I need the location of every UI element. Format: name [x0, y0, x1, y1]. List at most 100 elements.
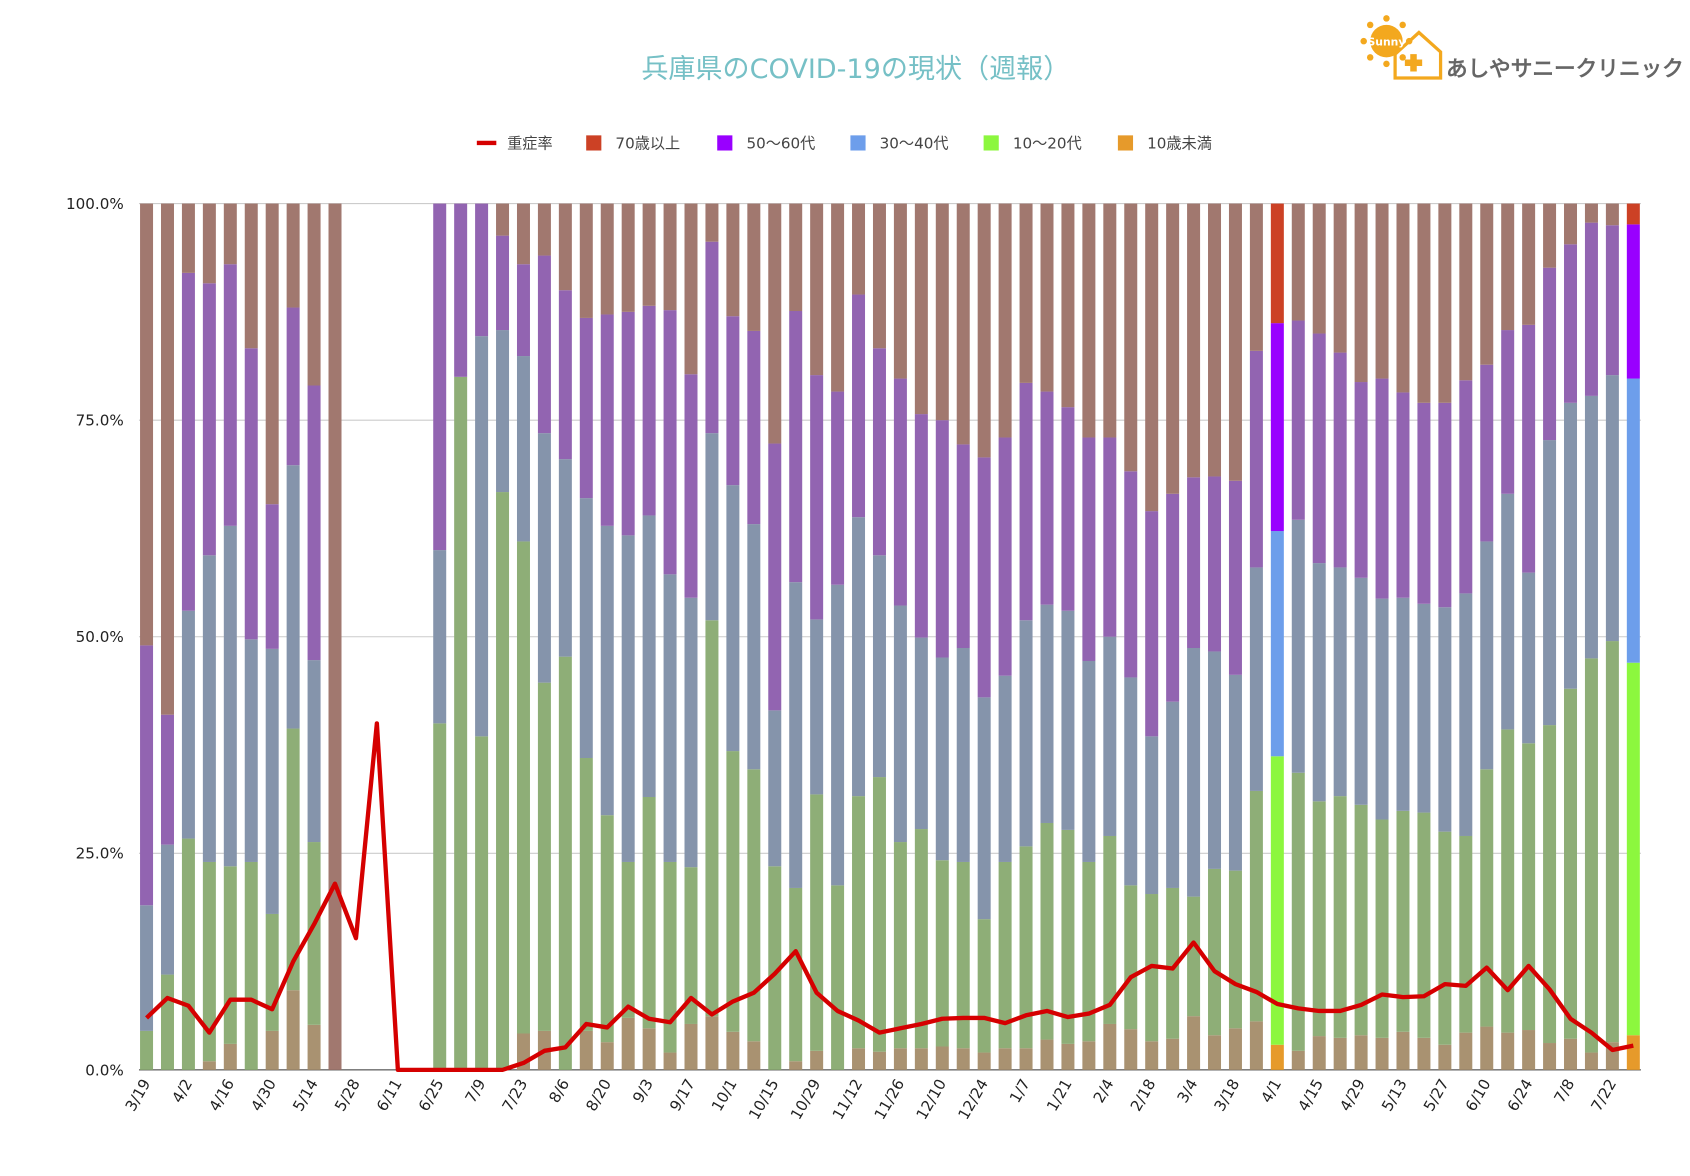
bar-segment [872, 348, 886, 556]
bar-segment [1291, 1050, 1305, 1070]
bar-segment [516, 203, 530, 265]
bar-segment [663, 1052, 677, 1070]
bar-segment [1312, 333, 1326, 564]
bar-segment [579, 498, 593, 759]
bar-segment [1543, 267, 1557, 441]
bar-segment [1375, 378, 1389, 599]
x-tick-label: 7/8 [1551, 1076, 1579, 1106]
bar-segment [1082, 203, 1096, 438]
bar-segment [642, 305, 656, 516]
y-tick-label: 100.0% [66, 195, 124, 213]
y-tick-label: 25.0% [76, 845, 124, 863]
bar-segment [1228, 870, 1242, 1029]
bar-segment [621, 311, 635, 536]
bar-segment [1166, 203, 1180, 494]
bar-segment [998, 203, 1012, 438]
bar-segment [789, 582, 803, 888]
x-tick-label: 6/11 [373, 1076, 406, 1114]
bar-segment [1228, 674, 1242, 871]
bar-segment [1082, 660, 1096, 862]
bar-segment [1522, 743, 1536, 1031]
bar-segment [768, 443, 782, 711]
bar-segment [1626, 224, 1640, 379]
bar-segment [1480, 1026, 1494, 1070]
bar-segment [810, 203, 824, 376]
bar-segment [977, 919, 991, 1053]
y-tick-label: 0.0% [85, 1061, 124, 1079]
bar-segment [1312, 563, 1326, 802]
y-tick-label: 75.0% [76, 412, 124, 430]
bar-segment [768, 710, 782, 867]
bar-segment [956, 203, 970, 445]
bar-segment [286, 465, 300, 729]
bar-segment [1459, 380, 1473, 594]
x-tick-label: 1/7 [1006, 1076, 1034, 1106]
bar-segment [935, 860, 949, 1047]
bar-segment [1019, 1048, 1033, 1070]
x-tick-label: 9/17 [666, 1076, 699, 1114]
bar-segment [1249, 350, 1263, 568]
bar-segment [537, 203, 551, 256]
bar-segment [1019, 620, 1033, 847]
bar-segment [726, 1031, 740, 1070]
bar-segment [1270, 531, 1284, 757]
bar-segment [265, 913, 279, 1031]
bar-segment [1501, 729, 1515, 1033]
bar-segment [998, 861, 1012, 1049]
bar-segment [181, 203, 195, 273]
bar-segment [726, 203, 740, 317]
bar-segment [747, 203, 761, 331]
legend-swatch [717, 135, 733, 151]
bar-segment [1166, 887, 1180, 1039]
bar-segment [181, 610, 195, 839]
bar-segment [726, 316, 740, 486]
bar-segment [1626, 203, 1640, 225]
bar-segment [684, 203, 698, 375]
bar-segment [621, 203, 635, 312]
bar-segment [1354, 382, 1368, 578]
bar-segment [810, 619, 824, 795]
x-tick-label: 6/24 [1504, 1076, 1537, 1114]
bar-segment [202, 283, 216, 556]
bar-segment [1124, 1029, 1138, 1070]
bar-segment [1187, 896, 1201, 1017]
bar-segment [1354, 577, 1368, 805]
legend-swatch [1117, 135, 1134, 151]
bar-segment [558, 459, 572, 657]
bar-segment [914, 829, 928, 1049]
bar-segment [914, 203, 928, 415]
bar-segment [1417, 1037, 1431, 1070]
line-series [145, 721, 1634, 1073]
bar-segment [1124, 885, 1138, 1030]
bar-segment [1019, 203, 1033, 383]
bar-segment [223, 203, 237, 265]
x-tick-label: 3/4 [1174, 1076, 1202, 1106]
bar-segment [1480, 769, 1494, 1027]
bar-segment [852, 796, 866, 1049]
bar-segment [1040, 391, 1054, 605]
bar-segment [852, 1048, 866, 1070]
bar-segment [1626, 662, 1640, 1036]
bar-segment [1564, 688, 1578, 1039]
x-tick-label: 2/4 [1090, 1076, 1118, 1106]
bar-segment [977, 203, 991, 458]
bar-segment [747, 1041, 761, 1070]
bar-segment [747, 330, 761, 525]
bar-segment [663, 203, 677, 311]
bar-segment [1626, 378, 1640, 663]
bar-segment [1124, 203, 1138, 472]
x-tick-label: 5/14 [289, 1076, 322, 1114]
bar-segment [1375, 598, 1389, 820]
bar-segment [1605, 203, 1619, 226]
bar-segment [1103, 636, 1117, 836]
legend-label: 50〜60代 [746, 134, 815, 152]
bar-segment [516, 541, 530, 1034]
bar-segment [893, 842, 907, 1049]
bar-segment [265, 203, 279, 505]
legend-label: 10歳未満 [1147, 134, 1212, 152]
x-tick-label: 7/23 [499, 1076, 532, 1114]
bar-segment [1522, 324, 1536, 573]
x-tick-label: 7/22 [1588, 1076, 1621, 1114]
bar-segment [558, 203, 572, 291]
bar-segment [621, 861, 635, 1018]
